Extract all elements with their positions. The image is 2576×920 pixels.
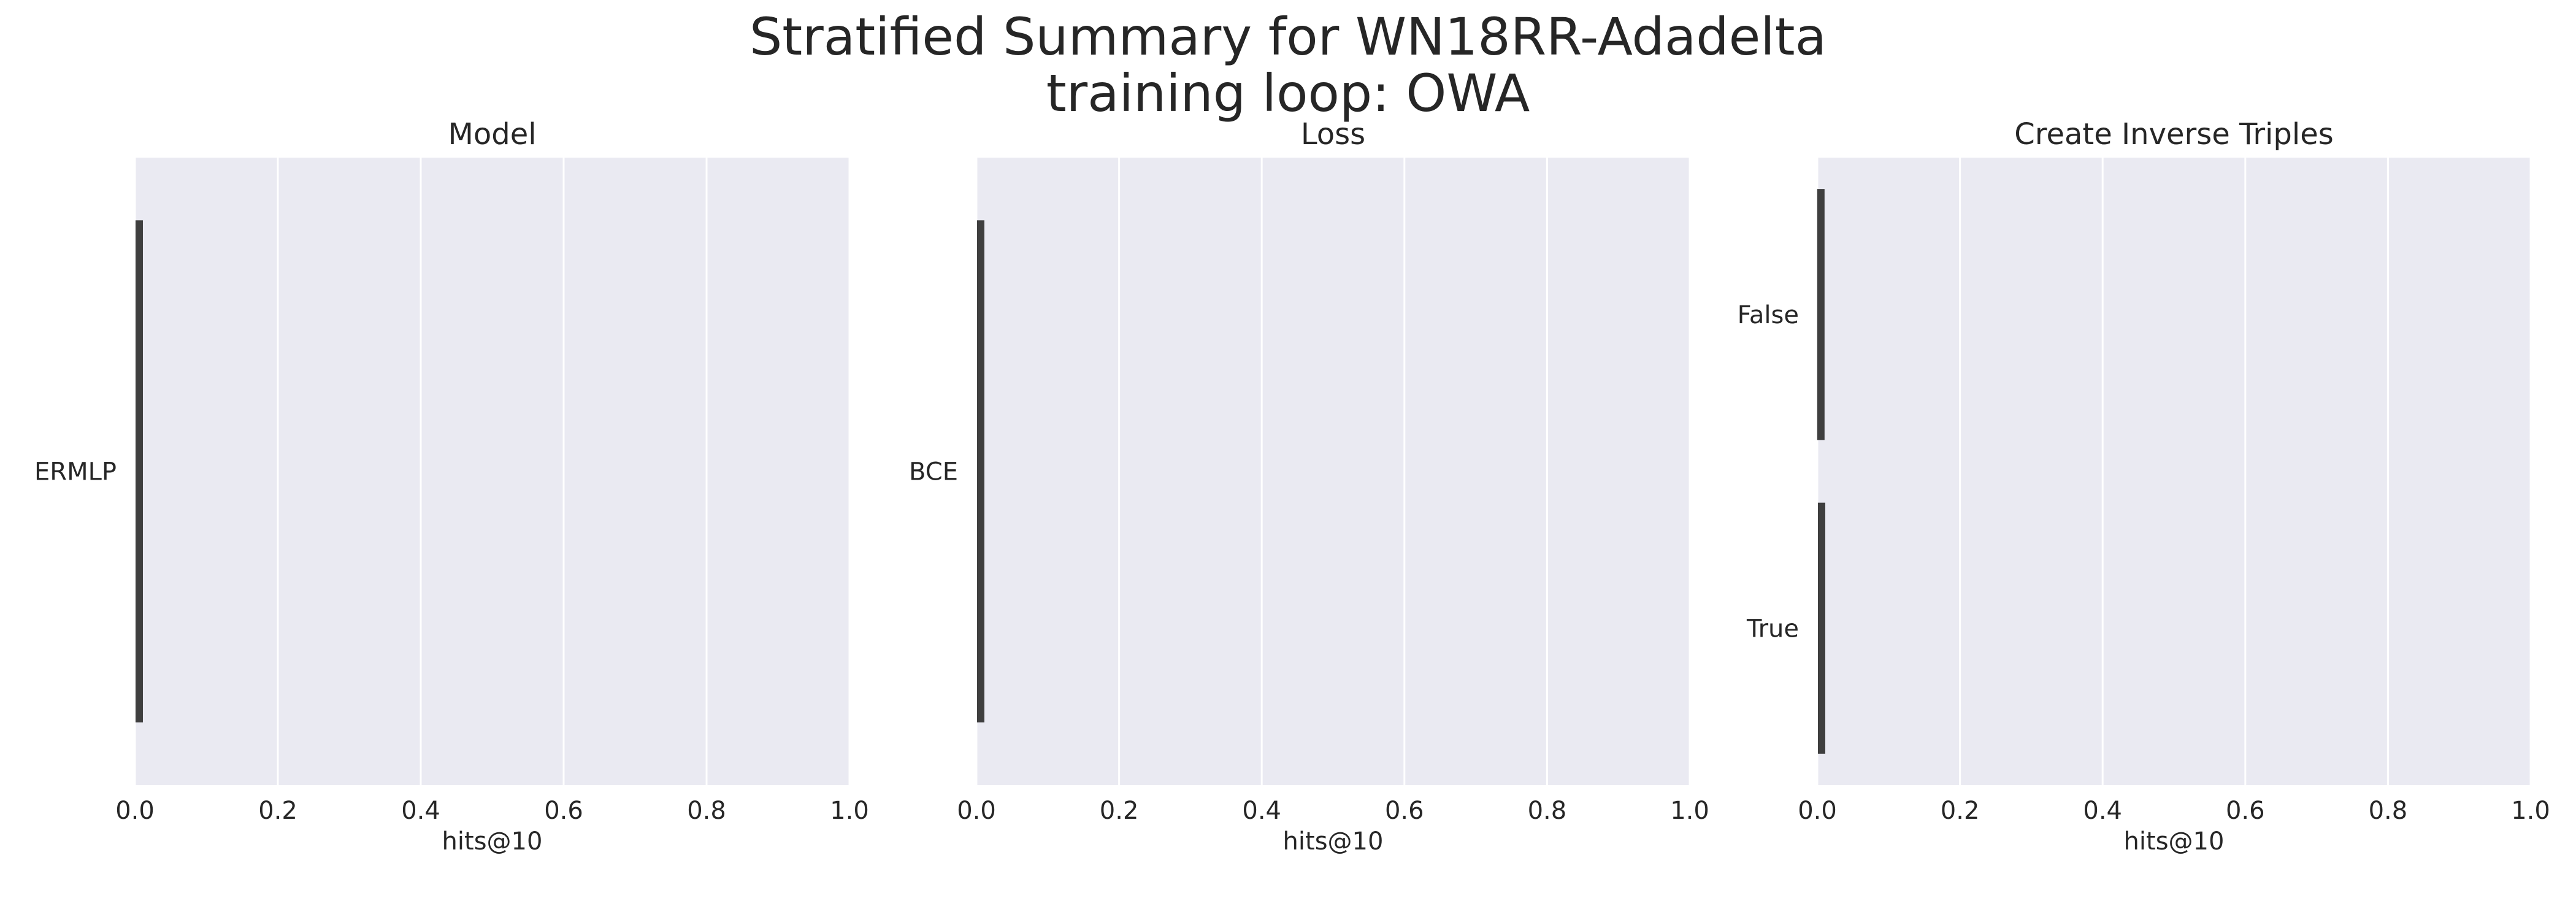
panel-1-xtick-label-2: 0.4 (401, 797, 440, 825)
panel-2-xtick-label-1: 0.2 (1100, 797, 1139, 825)
panel-2-xtick-label-4: 0.8 (1528, 797, 1567, 825)
panel-2-xtick-label-0: 0.0 (957, 797, 996, 825)
panel-3-xlabel: hits@10 (2124, 827, 2225, 856)
panel-3-xtick-label-1: 0.2 (1941, 797, 1980, 825)
panel-2-xtick-label-3: 0.6 (1385, 797, 1424, 825)
panel-1-xtick-label-0: 0.0 (115, 797, 155, 825)
panel-2-category-label-0: BCE (909, 458, 958, 486)
panel-3-category-label-0: False (1738, 301, 1799, 329)
panel-1-xlabel: hits@10 (442, 827, 543, 856)
panel-1-xtick-label-3: 0.6 (544, 797, 583, 825)
panel-1-title: Model (448, 117, 536, 151)
panel-1-plot-area (135, 158, 849, 785)
panel-2-title: Loss (1301, 117, 1365, 151)
panel-3-category-label-1: True (1746, 615, 1799, 643)
panel-1-xtick-label-5: 1.0 (830, 797, 869, 825)
figure-title-line1: Stratified Summary for WN18RR-Adadelta (749, 7, 1827, 67)
panel-3-title: Create Inverse Triples (2014, 117, 2333, 151)
panel-1-xtick-label-1: 0.2 (258, 797, 297, 825)
panel-2-xlabel: hits@10 (1283, 827, 1384, 856)
panel-3-plot-area (1817, 158, 2531, 785)
panel-3-xtick-label-2: 0.4 (2083, 797, 2122, 825)
panel-1-category-label-0: ERMLP (34, 458, 117, 486)
panel-2-plot-area (976, 158, 1690, 785)
panel-1-xtick-label-4: 0.8 (687, 797, 726, 825)
panel-3-xtick-label-5: 1.0 (2511, 797, 2550, 825)
panel-3-xtick-label-0: 0.0 (1798, 797, 1837, 825)
panel-3-xtick-label-3: 0.6 (2226, 797, 2265, 825)
figure-title: Stratified Summary for WN18RR-Adadelta t… (0, 9, 2576, 121)
panel-2-xtick-label-2: 0.4 (1242, 797, 1281, 825)
panel-3-xtick-label-4: 0.8 (2369, 797, 2408, 825)
figure-title-line2: training loop: OWA (1046, 63, 1530, 123)
panel-2-xtick-label-5: 1.0 (1670, 797, 1709, 825)
